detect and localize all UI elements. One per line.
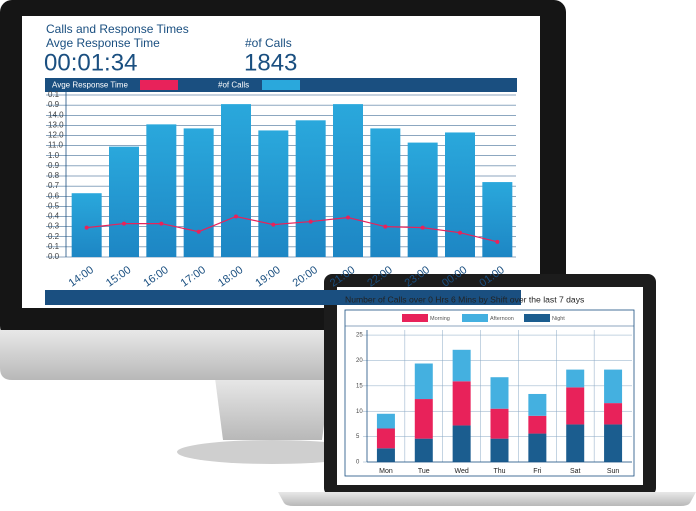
y-tick-label: 0.5 [48, 201, 60, 210]
y-tick-label: 5 [356, 434, 360, 440]
y-tick-label: 0.1 [48, 90, 60, 99]
line-point [271, 222, 276, 227]
line-point [495, 239, 500, 244]
line-series [86, 215, 498, 243]
y-tick-label: 0 [356, 460, 360, 466]
plot-frame [344, 309, 635, 477]
bar [333, 104, 363, 257]
x-tick-label: Sun [607, 468, 620, 475]
chart-title: Calls and Response Times [46, 22, 189, 36]
monitor-stand [215, 378, 330, 440]
line-point [196, 229, 201, 234]
bar-segment [566, 424, 585, 462]
bar-segment [376, 413, 395, 429]
line-point [159, 221, 164, 226]
bar [407, 142, 438, 257]
line-point [84, 225, 89, 230]
y-tick-label: 0.4 [48, 212, 60, 221]
bar [258, 130, 289, 257]
bar-segment [604, 369, 623, 404]
bar-segment [490, 438, 509, 462]
x-tick-label: Mon [379, 468, 393, 475]
bar [146, 124, 177, 257]
y-tick-label: 20 [356, 358, 363, 364]
bar [370, 128, 401, 257]
bar-segment [376, 448, 395, 462]
bar-segment [452, 381, 471, 426]
laptop-chart: Number of Calls over 0 Hrs 6 Mins by Shi… [344, 294, 635, 477]
bar-segment [452, 349, 471, 382]
bar [295, 120, 326, 257]
y-tick-label: 0.3 [48, 222, 60, 231]
x-tick-label: Fri [533, 468, 542, 475]
x-tick-label: Sat [570, 468, 581, 475]
bar-segment [376, 428, 395, 449]
y-tick-label: 12.0 [48, 131, 64, 140]
bar-segment [414, 399, 433, 439]
bar-segment [528, 433, 547, 462]
y-tick-label: 1.0 [48, 151, 60, 160]
y-tick-label: 0.2 [48, 232, 60, 241]
legend-swatch [140, 80, 178, 90]
y-tick-label: 0.9 [48, 161, 60, 170]
bar-segment [604, 403, 623, 425]
kpi-value: 00:01:34 [44, 49, 137, 76]
bar [109, 146, 139, 257]
legend-label: Night [552, 316, 565, 322]
y-tick-label: 0.9 [48, 100, 60, 109]
y-tick-label: 13.0 [48, 120, 64, 129]
footer-bar [45, 290, 521, 305]
x-tick-label: Thu [493, 468, 505, 475]
y-tick-label: 0.7 [48, 181, 60, 190]
chart-title: Number of Calls over 0 Hrs 6 Mins by Shi… [345, 294, 584, 304]
bar-segment [566, 369, 585, 388]
line-point [122, 221, 126, 226]
line-point [234, 214, 238, 219]
bar-segment [490, 377, 509, 409]
bar-segment [490, 408, 509, 439]
y-tick-label: 25 [356, 333, 363, 339]
legend-label: #of Calls [218, 81, 249, 90]
y-tick-label: 11.0 [48, 141, 64, 150]
y-tick-label: 0.1 [48, 242, 60, 251]
y-tick-label: 0.6 [48, 191, 60, 200]
bar-segment [452, 425, 471, 462]
bar [221, 104, 251, 257]
kpi-value: 1843 [244, 49, 297, 76]
line-point [346, 215, 350, 220]
bar-segment [414, 438, 433, 462]
bar [482, 182, 513, 257]
legend-swatch [262, 80, 300, 90]
bar-segment [528, 393, 547, 416]
legend-label: Afternoon [490, 316, 514, 322]
line-point [308, 219, 313, 224]
legend-label: Avge Response Time [52, 81, 128, 90]
line-point [420, 225, 425, 230]
monitor-base [177, 440, 367, 464]
bar-segment [604, 424, 623, 462]
legend-swatch [462, 314, 488, 322]
bar [183, 128, 214, 257]
bar [71, 193, 102, 257]
y-tick-label: 0.0 [48, 252, 60, 261]
bar-segment [528, 415, 547, 434]
y-tick-label: 10 [356, 409, 363, 415]
annotation: Avge Response Time [46, 36, 160, 50]
bar [445, 132, 475, 257]
y-tick-label: 0.8 [48, 171, 60, 180]
y-tick-label: 14.0 [48, 110, 64, 119]
legend-swatch [402, 314, 428, 322]
bar-segment [414, 363, 433, 400]
x-tick-label: Tue [418, 468, 430, 475]
line-point [383, 224, 388, 229]
legend-swatch [524, 314, 550, 322]
line-point [458, 230, 462, 235]
laptop-base [278, 492, 696, 506]
bar-segment [566, 387, 585, 425]
legend-label: Morning [430, 316, 450, 322]
annotation: #of Calls [245, 36, 292, 50]
x-tick-label: Wed [455, 468, 469, 475]
y-tick-label: 15 [356, 383, 363, 389]
